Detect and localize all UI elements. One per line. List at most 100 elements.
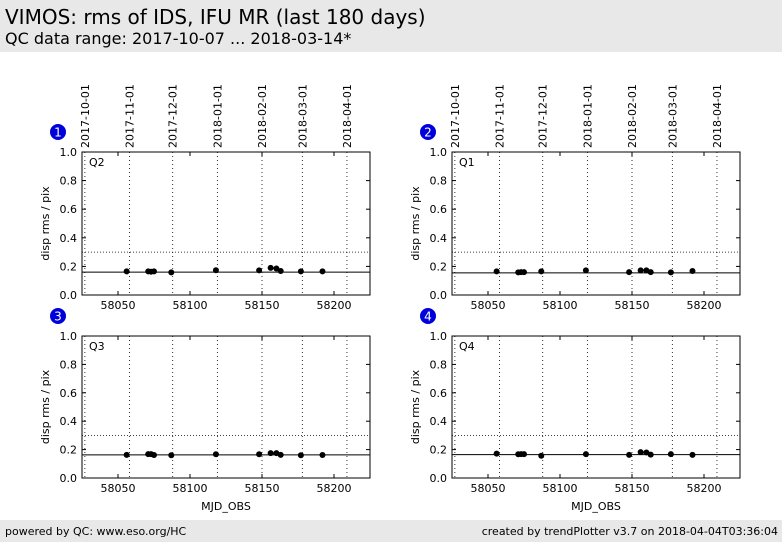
data-point — [667, 269, 674, 276]
y-tick-label: 0.0 — [60, 472, 78, 485]
page-subtitle: QC data range: 2017-10-07 ... 2018-03-14… — [5, 29, 352, 48]
axes-frame — [81, 151, 371, 296]
y-tick-label: 0.8 — [60, 175, 78, 188]
y-tick-label: 0.8 — [430, 175, 448, 188]
date-tick-label: 2018-02-01 — [256, 84, 269, 148]
data-point — [297, 452, 304, 459]
header-band — [0, 0, 782, 52]
y-tick-label: 1.0 — [60, 330, 78, 343]
y-tick-label: 0.8 — [430, 358, 448, 371]
y-tick-label: 0.4 — [60, 232, 78, 245]
y-tick-label: 1.0 — [430, 146, 448, 159]
page-title: VIMOS: rms of IDS, IFU MR (last 180 days… — [5, 5, 426, 29]
x-tick-label: 58050 — [471, 482, 506, 495]
axes-frame — [81, 335, 371, 479]
data-point — [493, 450, 500, 457]
data-point — [582, 267, 589, 274]
data-point — [123, 268, 130, 275]
date-tick-label: 2017-12-01 — [167, 84, 180, 148]
panel-number-label: 1 — [54, 126, 62, 140]
data-point — [256, 267, 263, 274]
axes-frame — [451, 335, 741, 479]
x-tick-label: 58200 — [317, 299, 352, 312]
y-tick-label: 0.6 — [60, 387, 78, 400]
data-point — [626, 451, 633, 458]
y-tick-label: 0.4 — [60, 415, 78, 428]
date-tick-label: 2018-04-01 — [341, 84, 354, 148]
panel-number-label: 3 — [54, 310, 62, 324]
axes-frame — [451, 151, 741, 296]
y-tick-label: 0.2 — [430, 444, 448, 457]
data-point — [151, 268, 157, 275]
data-point — [277, 451, 284, 458]
x-tick-label: 58100 — [543, 299, 578, 312]
y-tick-label: 0.0 — [430, 289, 448, 302]
data-point — [538, 268, 545, 275]
y-tick-label: 0.0 — [60, 289, 78, 302]
data-point — [212, 267, 219, 274]
panel-number-badge — [50, 308, 66, 324]
y-axis-label: disp rms / pix — [409, 186, 422, 261]
data-point — [297, 268, 304, 275]
data-point — [168, 452, 175, 459]
date-tick-label: 2018-03-01 — [666, 84, 679, 148]
data-point — [319, 451, 326, 458]
data-point — [582, 451, 589, 458]
x-tick-label: 58050 — [471, 299, 506, 312]
x-tick-label: 58150 — [245, 299, 280, 312]
x-tick-label: 58100 — [543, 482, 578, 495]
y-tick-label: 0.4 — [430, 415, 448, 428]
y-tick-label: 0.2 — [60, 444, 78, 457]
panel-label: Q4 — [459, 340, 475, 353]
data-point — [256, 451, 263, 458]
x-tick-label: 58200 — [687, 482, 722, 495]
date-tick-label: 2018-04-01 — [711, 84, 724, 148]
date-tick-label: 2017-11-01 — [124, 84, 137, 148]
x-axis-label: MJD_OBS — [571, 500, 621, 513]
footer-credit: powered by QC: www.eso.org/HC — [5, 525, 187, 538]
data-point — [647, 451, 654, 458]
panel-label: Q1 — [459, 156, 475, 169]
chart-panel-3: 0.0 0.2 0.4 0.6 0.8 1.0 58050 58100 58150 58200 Q3… — [39, 308, 371, 513]
data-point — [319, 268, 326, 275]
y-tick-label: 1.0 — [60, 146, 78, 159]
data-point — [637, 449, 644, 456]
x-tick-label: 58100 — [173, 482, 208, 495]
data-point — [267, 450, 274, 457]
x-tick-label: 58200 — [317, 482, 352, 495]
x-axis-label: MJD_OBS — [201, 500, 251, 513]
x-tick-label: 58150 — [615, 299, 650, 312]
data-point — [123, 451, 130, 458]
panel-label: Q2 — [89, 156, 105, 169]
data-point — [521, 269, 527, 276]
y-tick-label: 0.8 — [60, 358, 78, 371]
date-tick-label: 2018-03-01 — [296, 84, 309, 148]
data-point — [277, 267, 284, 274]
x-tick-label: 58200 — [687, 299, 722, 312]
y-axis-label: disp rms / pix — [409, 369, 422, 444]
plot-area — [452, 336, 740, 478]
date-tick-label: 2018-02-01 — [626, 84, 639, 148]
footer-timestamp: created by trendPlotter v3.7 on 2018-04-… — [481, 525, 778, 538]
y-axis-label: disp rms / pix — [39, 186, 52, 261]
date-tick-label: 2018-01-01 — [581, 84, 594, 148]
y-tick-label: 0.2 — [430, 260, 448, 273]
y-tick-label: 0.0 — [430, 472, 448, 485]
panel-number-badge — [420, 124, 436, 140]
panel-number-label: 2 — [424, 126, 432, 140]
x-tick-label: 58050 — [101, 482, 136, 495]
data-point — [637, 267, 644, 274]
panel-number-badge — [50, 124, 66, 140]
data-point — [538, 452, 545, 459]
date-tick-label: 2017-10-01 — [79, 84, 92, 148]
panel-number-label: 4 — [424, 310, 432, 324]
data-point — [151, 451, 157, 458]
x-tick-label: 58150 — [615, 482, 650, 495]
data-point — [267, 264, 274, 271]
panel-number-badge — [420, 308, 436, 324]
data-point — [689, 267, 696, 274]
x-tick-label: 58050 — [101, 299, 136, 312]
data-point — [168, 269, 175, 276]
chart-panel-2: 0.0 0.2 0.4 0.6 0.8 1.0 58050 58100 58150 58200 20… — [409, 84, 741, 312]
